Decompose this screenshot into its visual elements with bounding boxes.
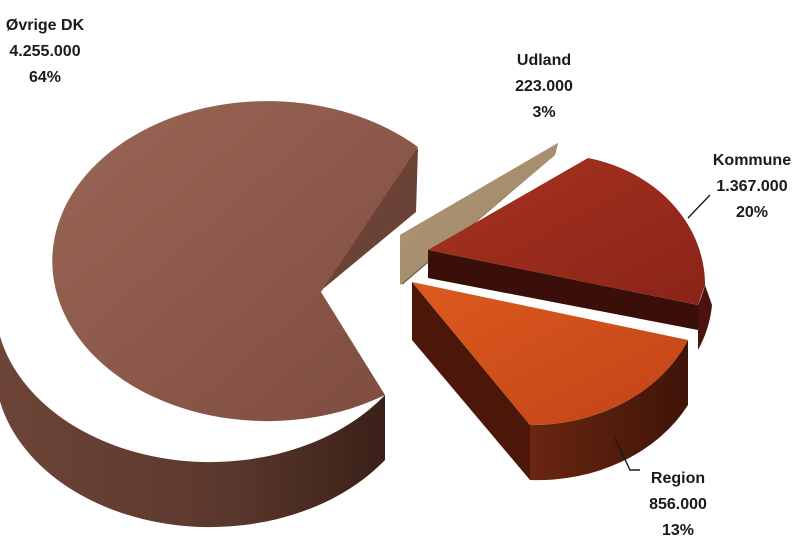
label-ovrige-dk: Øvrige DK 4.255.000 64% bbox=[6, 17, 85, 86]
label-kommune-name: Kommune bbox=[713, 152, 791, 169]
slice-region-side bbox=[530, 340, 688, 481]
label-region-value: 856.000 bbox=[649, 496, 707, 513]
slice-ovrige-dk-side bbox=[0, 336, 385, 528]
leader-line-region bbox=[614, 437, 640, 471]
label-udland-name: Udland bbox=[517, 52, 571, 69]
label-kommune: Kommune 1.367.000 20% bbox=[713, 152, 791, 221]
label-kommune-pct: 20% bbox=[736, 204, 768, 221]
label-ovrige-dk-pct: 64% bbox=[29, 69, 61, 86]
label-udland-value: 223.000 bbox=[515, 78, 573, 95]
slice-kommune-top bbox=[428, 158, 706, 305]
label-kommune-value: 1.367.000 bbox=[716, 178, 787, 195]
label-udland: Udland 223.000 3% bbox=[515, 52, 573, 121]
slice-region bbox=[412, 282, 688, 481]
slice-region-top bbox=[412, 282, 688, 426]
slice-region-cut-side bbox=[412, 282, 530, 480]
slice-ovrige-dk-top bbox=[52, 101, 418, 422]
label-ovrige-dk-name: Øvrige DK bbox=[6, 17, 85, 34]
slice-ovrige-dk bbox=[0, 101, 418, 528]
slice-kommune bbox=[428, 158, 712, 350]
slice-kommune-side bbox=[428, 250, 698, 330]
label-udland-pct: 3% bbox=[532, 104, 555, 121]
slice-kommune-outer-side bbox=[698, 285, 712, 350]
label-region-pct: 13% bbox=[662, 522, 694, 536]
label-region-name: Region bbox=[651, 470, 705, 487]
label-ovrige-dk-value: 4.255.000 bbox=[9, 43, 80, 60]
label-region: Region 856.000 13% bbox=[649, 470, 707, 536]
leader-line-kommune bbox=[687, 194, 711, 219]
